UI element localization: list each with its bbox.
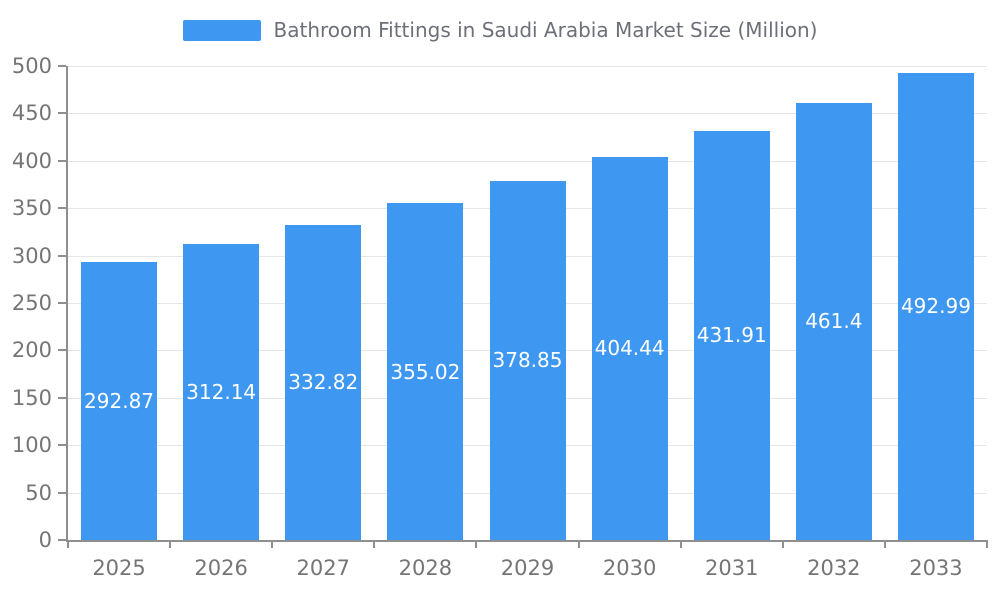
x-axis-tick — [67, 540, 69, 548]
y-axis-label: 450 — [11, 101, 52, 126]
x-axis-label: 2029 — [500, 556, 555, 580]
x-axis-tick — [986, 540, 988, 548]
y-axis-tick — [58, 302, 66, 304]
gridline — [68, 113, 987, 115]
y-axis-tick — [58, 112, 66, 115]
y-axis-tick — [58, 349, 66, 352]
legend-swatch[interactable] — [182, 19, 261, 41]
x-axis-label: 2028 — [398, 556, 453, 580]
x-axis-label: 2030 — [602, 556, 657, 580]
bar-value-label: 312.14 — [186, 380, 257, 405]
x-axis-tick — [577, 540, 580, 548]
legend[interactable]: Bathroom Fittings in Saudi Arabia Market… — [0, 18, 1000, 42]
x-axis-tick — [883, 540, 886, 548]
y-axis-label: 0 — [38, 528, 52, 552]
bar-2027: 332.82 — [285, 224, 362, 540]
x-axis-label: 2033 — [909, 556, 963, 580]
bar-2030: 404.44 — [591, 156, 668, 540]
bar-2032: 461.4 — [795, 102, 872, 540]
bar-value-label: 292.87 — [84, 389, 155, 414]
y-axis-tick — [58, 491, 66, 494]
bar-2025: 292.87 — [81, 262, 158, 540]
y-axis-label: 400 — [11, 148, 52, 173]
gridline — [68, 160, 987, 162]
bar-value-label: 355.02 — [390, 359, 461, 384]
x-axis-tick — [781, 540, 784, 548]
x-axis-label: 2027 — [296, 556, 350, 580]
x-axis-label: 2026 — [194, 556, 248, 580]
y-axis-tick — [58, 254, 66, 257]
y-axis-label: 300 — [11, 243, 52, 268]
x-axis-tick — [679, 540, 682, 548]
y-axis-label: 150 — [11, 385, 52, 410]
x-axis-tick — [373, 540, 376, 548]
gridline — [68, 66, 987, 67]
bar-2026: 312.14 — [183, 244, 260, 540]
x-axis-label: 2031 — [704, 556, 759, 580]
y-axis-tick — [58, 65, 66, 67]
y-axis-label: 350 — [11, 196, 52, 221]
y-axis-tick — [58, 396, 66, 399]
y-axis-label: 100 — [11, 433, 52, 458]
plot-area: 0 50 100 150 200 250 300 350 400 450 500 292.87 2025… — [12, 54, 988, 580]
x-axis-label: 2025 — [92, 556, 146, 580]
y-axis-tick — [58, 159, 66, 162]
x-axis-label: 2032 — [807, 556, 861, 580]
bar-value-label: 431.91 — [696, 323, 767, 348]
bar-2028: 355.02 — [387, 203, 464, 540]
bar-2033: 492.99 — [897, 72, 974, 540]
y-axis-label: 500 — [11, 54, 52, 78]
bar-value-label: 492.99 — [900, 294, 971, 319]
x-axis-tick — [271, 540, 274, 548]
y-axis-label: 250 — [11, 291, 52, 315]
bar-2031: 431.91 — [693, 130, 770, 540]
y-axis-tick — [58, 539, 66, 541]
chart-title: Bathroom Fittings in Saudi Arabia Market… — [273, 18, 818, 42]
bar-2029: 378.85 — [489, 180, 566, 540]
bar-value-label: 461.4 — [805, 309, 863, 334]
bar-value-label: 332.82 — [288, 370, 359, 395]
x-axis-tick — [475, 540, 478, 548]
bar-value-label: 378.85 — [492, 348, 563, 373]
x-axis-tick — [169, 540, 172, 548]
bar-value-label: 404.44 — [594, 336, 665, 361]
y-axis-tick — [58, 444, 66, 447]
y-axis-label: 200 — [11, 338, 52, 363]
y-axis-tick — [58, 207, 66, 210]
y-axis-label: 50 — [25, 480, 52, 505]
